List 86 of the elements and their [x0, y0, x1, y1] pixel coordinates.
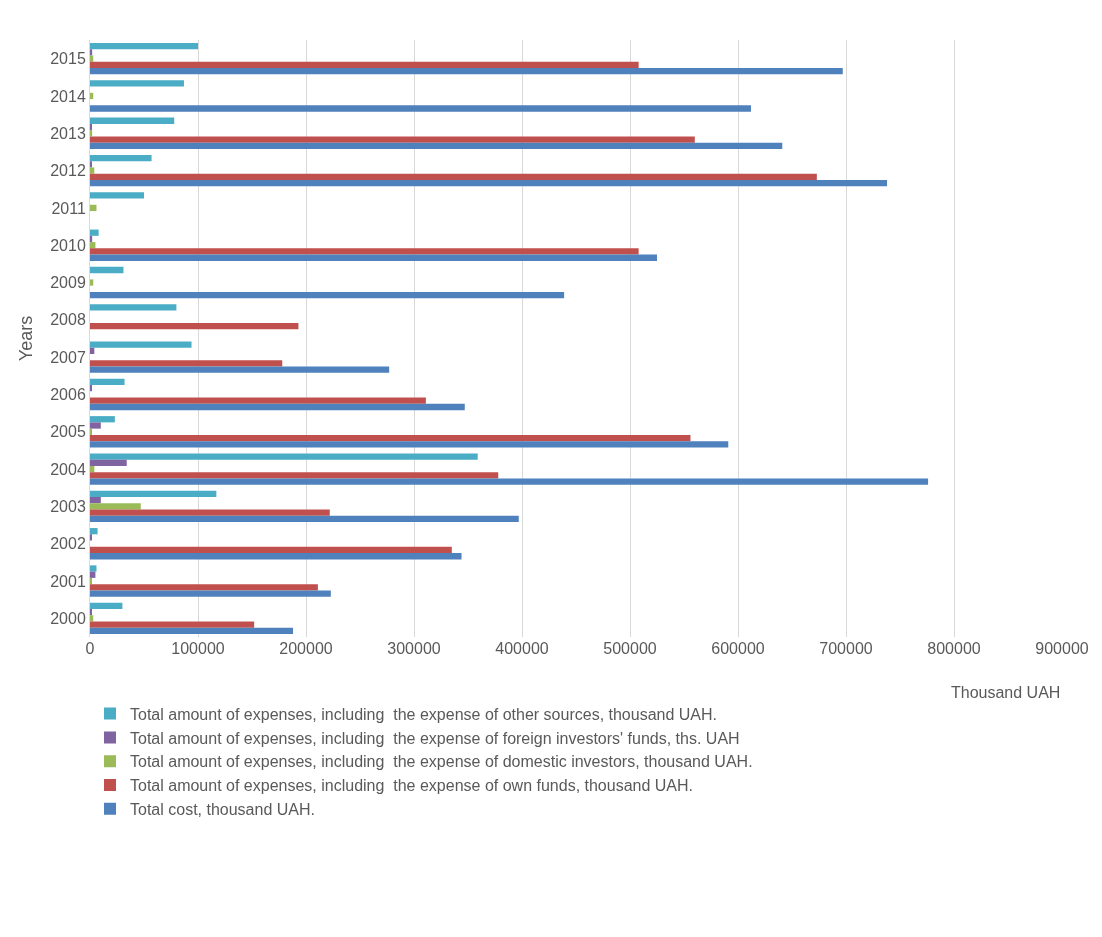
bar: [90, 142, 783, 149]
bar: [90, 565, 97, 572]
bar: [90, 167, 95, 174]
bar: [90, 266, 124, 274]
x-axis-title: Thousand UAH: [951, 684, 1061, 701]
y-tick-label: 2005: [50, 423, 86, 441]
bar: [90, 546, 452, 554]
bar: [90, 291, 565, 299]
bar: [90, 590, 331, 597]
bar: [90, 627, 294, 635]
bar: [90, 173, 817, 180]
bar: [90, 105, 751, 112]
legend-label: Total amount of expenses, including the expense of foreign investors' funds, ths. UAH: [130, 729, 740, 747]
x-tick-label: 400000: [495, 640, 549, 657]
bar: [90, 154, 152, 162]
x-tick-label: 900000: [1035, 640, 1089, 657]
bar: [90, 322, 299, 330]
legend-label: Total amount of expenses, including the expense of domestic investors, thousand UAH.: [130, 753, 753, 771]
bar: [90, 490, 217, 497]
bar: [90, 397, 426, 404]
bar: [90, 360, 283, 367]
bar: [90, 136, 695, 143]
bar: [90, 515, 519, 523]
bar: [90, 615, 94, 622]
bar: [90, 584, 318, 591]
bar: [90, 341, 192, 348]
bar: [90, 621, 255, 628]
bar: [90, 553, 462, 560]
bar: [90, 55, 94, 62]
y-tick-label: 2012: [50, 162, 86, 180]
x-tick-label: 100000: [171, 640, 225, 657]
bar: [90, 254, 657, 261]
y-axis-title: Years: [16, 315, 37, 362]
bar: [90, 68, 843, 75]
bar: [90, 441, 729, 448]
x-tick-label: 800000: [927, 640, 981, 657]
y-tick-label: 2014: [50, 87, 86, 105]
y-tick-label: 2001: [50, 572, 86, 590]
bar: [90, 49, 93, 56]
bar: [90, 422, 101, 429]
y-tick-label: 2006: [50, 386, 86, 404]
bar: [90, 61, 639, 69]
bar: [90, 472, 499, 479]
bar: [90, 378, 125, 386]
bar: [90, 478, 929, 485]
y-tick-label: 2003: [50, 498, 86, 516]
x-tick-label: 500000: [603, 640, 657, 657]
bar: [90, 602, 123, 609]
bar: [90, 279, 94, 286]
legend-label: Total cost, thousand UAH.: [130, 801, 315, 819]
bar: [90, 416, 115, 423]
bar: [90, 453, 478, 460]
x-tick-label: 700000: [819, 640, 873, 657]
y-tick-label: 2013: [50, 124, 86, 142]
y-tick-label: 2008: [50, 311, 86, 329]
bar: [90, 117, 175, 124]
bar: [90, 42, 198, 50]
x-tick-label: 0: [85, 640, 95, 657]
bar: [90, 248, 639, 255]
bar: [90, 459, 127, 466]
bar: [90, 434, 691, 442]
bar: [90, 180, 888, 187]
legend-label: Total amount of expenses, including the expense of other sources, thousand UAH.: [130, 705, 718, 723]
y-tick-label: 2002: [50, 535, 86, 553]
y-tick-label: 2015: [50, 50, 86, 68]
x-tick-label: 200000: [279, 640, 333, 657]
bar: [90, 92, 94, 100]
bar: [90, 304, 177, 311]
x-tick-label: 600000: [711, 640, 765, 657]
y-tick-label: 2010: [50, 236, 86, 254]
bar: [90, 503, 141, 510]
y-tick-label: 2011: [51, 199, 86, 217]
bar: [90, 229, 99, 236]
y-tick-label: 2009: [50, 274, 86, 292]
bar: [90, 80, 184, 87]
legend-label: Total amount of expenses, including the expense of own funds, thousand UAH.: [130, 777, 694, 795]
bar: [90, 509, 330, 516]
bar: [90, 497, 101, 504]
bar: [90, 403, 465, 411]
y-tick-label: 2007: [50, 348, 86, 366]
bar: [90, 528, 98, 535]
y-tick-label: 2000: [50, 609, 86, 627]
x-tick-label: 300000: [387, 640, 441, 657]
y-tick-label: 2004: [50, 460, 86, 478]
bar: [90, 192, 144, 199]
bar: [90, 366, 390, 373]
